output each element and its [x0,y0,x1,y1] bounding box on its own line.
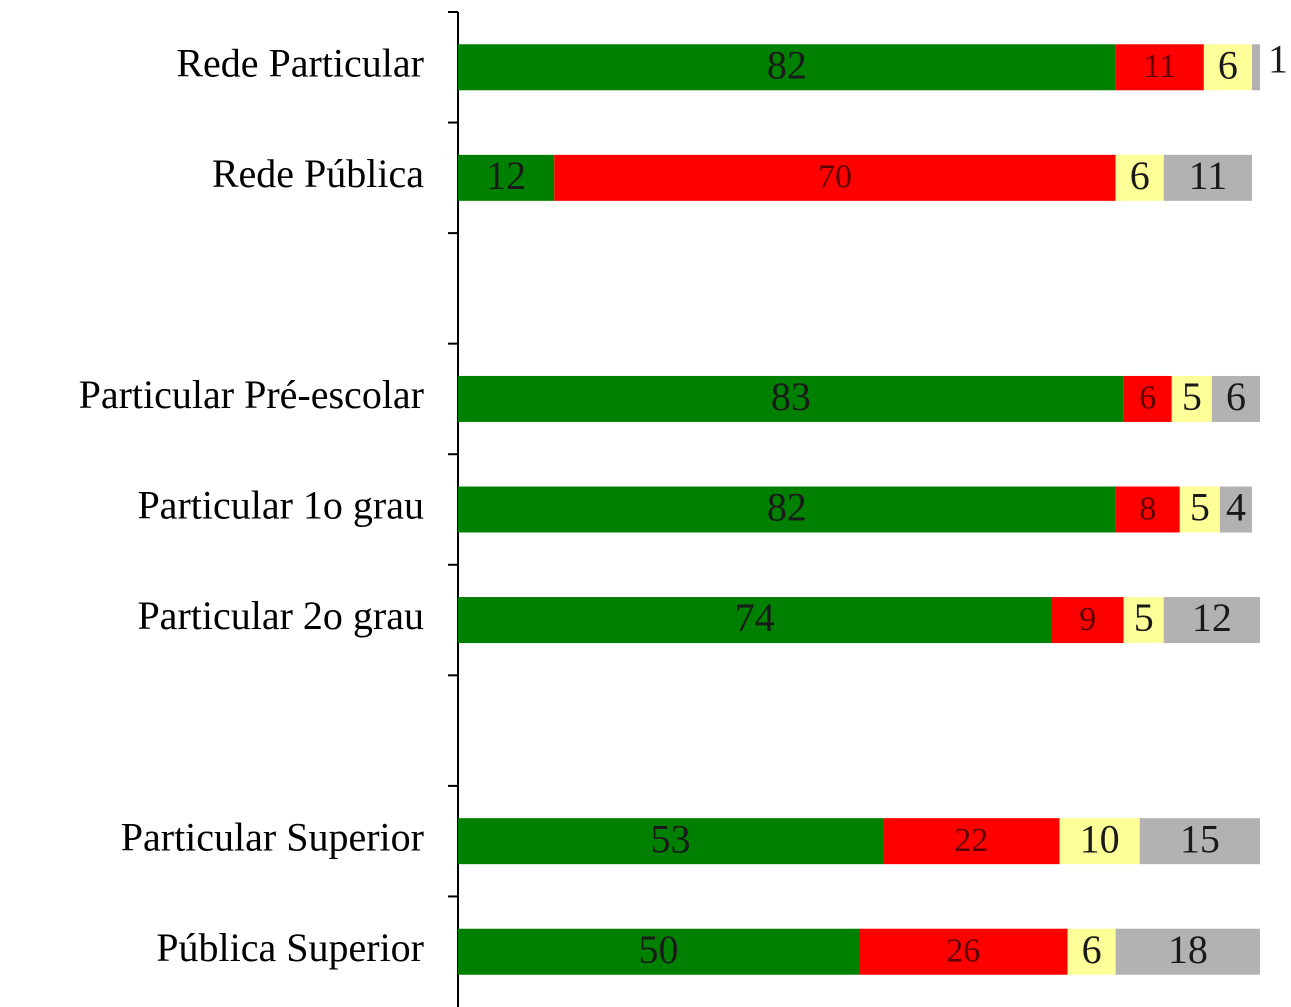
bar-segment [458,154,555,201]
bar-segment [1211,375,1260,422]
bar-segment [883,818,1060,865]
data-label: 1 [1268,36,1288,81]
data-label: 8 [1139,490,1156,527]
bar-segment [458,597,1052,644]
bar-segment [1059,818,1140,865]
data-label: 50 [639,927,679,972]
data-label: 18 [1168,927,1208,972]
bar-segment [1179,486,1220,533]
bar-segment [554,154,1116,201]
data-label: 9 [1079,601,1096,638]
bar-segment [1139,818,1260,865]
bar-segment [1115,44,1204,91]
data-label: 12 [1192,595,1232,640]
data-label: 22 [954,822,988,859]
data-label: 26 [946,933,980,970]
data-label: 12 [486,153,526,198]
data-label: 82 [767,42,807,87]
data-label: 5 [1190,485,1210,530]
bar-segment [1115,154,1164,201]
bar-segment [1163,597,1260,644]
data-label: 11 [1189,153,1228,198]
bar-segment [1067,928,1116,975]
category-label: Particular Pré-escolar [79,372,424,417]
data-label: 53 [651,816,691,861]
bar-segment [458,44,1116,91]
bar-segment [859,928,1068,975]
bar-segment [1115,928,1260,975]
data-label: 6 [1226,374,1246,419]
data-label: 10 [1080,816,1120,861]
category-label: Particular 1o grau [137,483,424,528]
data-label: 6 [1082,927,1102,972]
data-label: 11 [1143,48,1176,85]
data-label: 15 [1180,816,1220,861]
category-label: Rede Pública [212,151,424,196]
data-label: 4 [1226,485,1246,530]
data-label: 6 [1218,42,1238,87]
category-label: Particular Superior [121,814,424,859]
bar-segment [458,486,1116,533]
data-label: 5 [1134,595,1154,640]
bar-segment [1251,44,1260,91]
data-label: 6 [1130,153,1150,198]
data-label: 70 [818,159,852,196]
bar-segment [458,375,1124,422]
bar-segment [1203,44,1252,91]
bar-segment [458,818,884,865]
data-label: 5 [1182,374,1202,419]
bar-segment [1163,154,1252,201]
data-label: 83 [771,374,811,419]
category-label: Rede Particular [176,40,424,85]
bar-segment [458,928,859,975]
category-label: Particular 2o grau [137,593,424,638]
data-label: 82 [767,485,807,530]
bar-segment [1123,375,1172,422]
data-label: 74 [735,595,775,640]
bar-segment [1219,486,1252,533]
bar-segment [1051,597,1124,644]
bar-segment [1115,486,1180,533]
bar-segment [1123,597,1164,644]
category-label: Pública Superior [156,925,424,970]
bar-segment [1171,375,1212,422]
data-label: 6 [1139,380,1156,417]
